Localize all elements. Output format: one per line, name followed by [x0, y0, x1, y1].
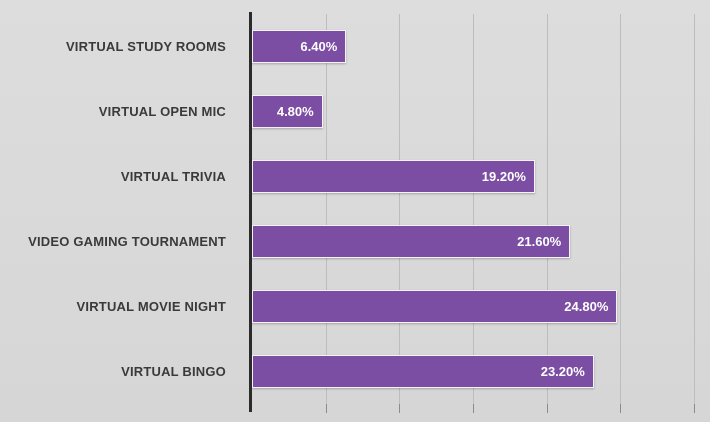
- category-labels: VIRTUAL STUDY ROOMS VIRTUAL OPEN MIC VIRTU…: [0, 14, 238, 404]
- bar-value-label: 23.20%: [540, 364, 585, 379]
- bar-value-label: 6.40%: [300, 39, 338, 54]
- gridline: [694, 14, 695, 404]
- gridline: [546, 14, 548, 404]
- bar-rows: 6.40% 4.80% 19.20% 21.60% 24.80% 23.20%: [252, 14, 694, 404]
- bar-row: 21.60%: [252, 209, 694, 274]
- bar-value-label: 4.80%: [276, 104, 314, 119]
- axis-tick: [620, 404, 622, 413]
- axis-tick: [694, 404, 695, 413]
- axis-tick: [546, 404, 548, 413]
- bar: 24.80%: [252, 290, 618, 323]
- category-label: VIRTUAL STUDY ROOMS: [65, 39, 226, 54]
- gridlines: [252, 14, 695, 404]
- bar: 23.20%: [252, 355, 594, 388]
- category-label: VIRTUAL TRIVIA: [120, 169, 226, 184]
- bar-row: 23.20%: [252, 339, 694, 404]
- axis-tick: [399, 404, 401, 413]
- bar-value-label: 24.80%: [564, 299, 609, 314]
- plot-area: 6.40% 4.80% 19.20% 21.60% 24.80% 23.20%: [252, 14, 695, 404]
- bar-value-label: 21.60%: [517, 234, 562, 249]
- axis-tick: [325, 404, 327, 413]
- bar: 4.80%: [252, 95, 323, 128]
- axis-tick: [473, 404, 474, 413]
- bar-row: 6.40%: [252, 14, 694, 79]
- x-axis-ticks: [252, 404, 695, 414]
- category-label: VIDEO GAMING TOURNAMENT: [28, 234, 226, 249]
- y-axis-line: [249, 12, 252, 412]
- bar-row: 19.20%: [252, 144, 694, 209]
- bar-value-label: 19.20%: [481, 169, 526, 184]
- bar: 21.60%: [252, 225, 571, 258]
- bar-row: 4.80%: [252, 79, 694, 144]
- category-label: VIRTUAL MOVIE NIGHT: [76, 299, 226, 314]
- bar: 19.20%: [252, 160, 535, 193]
- gridline: [325, 14, 327, 404]
- gridline: [399, 14, 401, 404]
- bar: 6.40%: [252, 30, 347, 63]
- bar-row: 24.80%: [252, 274, 694, 339]
- gridline: [620, 14, 622, 404]
- category-label: VIRTUAL OPEN MIC: [98, 104, 226, 119]
- gridline: [473, 14, 474, 404]
- category-label: VIRTUAL BINGO: [121, 364, 226, 379]
